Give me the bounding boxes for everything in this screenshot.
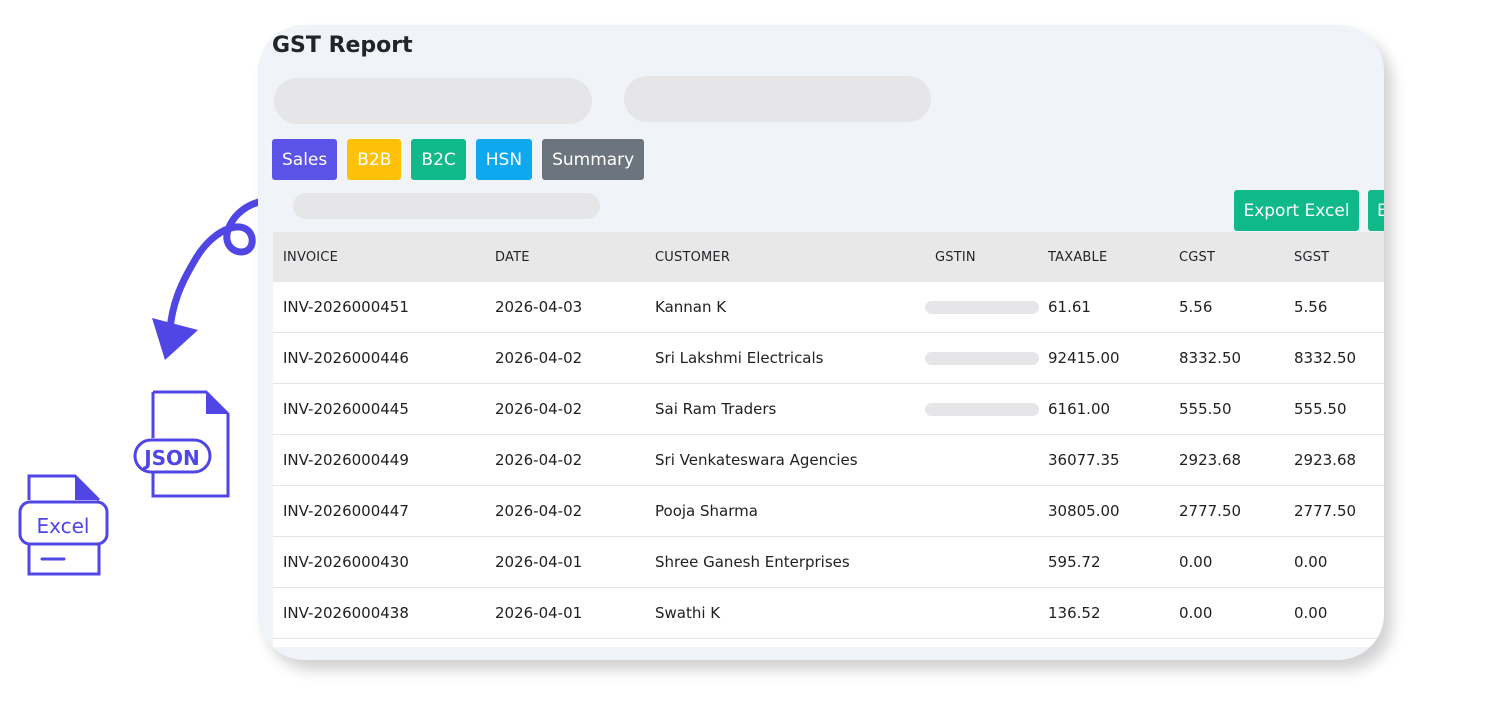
column-header-invoice[interactable]: INVOICE xyxy=(283,249,338,265)
filter-placeholder-1[interactable] xyxy=(274,78,592,124)
cell-gstin xyxy=(925,536,1038,588)
cell-invoice: INV-2026000430 xyxy=(273,536,485,588)
cell-cgst: 0.00 xyxy=(1169,587,1284,639)
cell-gstin xyxy=(925,434,1038,486)
gstin-masked-placeholder xyxy=(925,300,1039,314)
tab-summary[interactable]: Summary xyxy=(542,139,645,180)
cell-cgst: 0.00 xyxy=(1169,536,1284,588)
cell-taxable: 61.61 xyxy=(1038,282,1169,333)
table-row[interactable]: INV-2026000449 2026-04-02 Sri Venkateswa… xyxy=(273,434,1384,486)
cell-taxable: 92415.00 xyxy=(1038,332,1169,384)
cell-taxable: 36077.35 xyxy=(1038,434,1169,486)
table-row[interactable]: INV-2026000446 2026-04-02 Sri Lakshmi El… xyxy=(273,332,1384,384)
cell-sgst: 555.50 xyxy=(1284,383,1384,435)
cell-date: 2026-04-02 xyxy=(485,332,645,384)
tab-sales[interactable]: Sales xyxy=(272,139,338,180)
tab-b2b[interactable]: B2B xyxy=(347,139,402,180)
export-excel-button[interactable]: Export Excel xyxy=(1234,190,1359,231)
export-secondary-button[interactable]: E xyxy=(1368,190,1384,231)
cell-gstin xyxy=(925,383,1039,435)
gstin-masked-placeholder xyxy=(925,351,1039,365)
cell-date: 2026-04-02 xyxy=(485,485,645,537)
gst-table-container: INVOICE DATE CUSTOMER GSTIN TAXABLE CGST… xyxy=(273,232,1384,647)
cell-sgst: 0.00 xyxy=(1284,536,1384,588)
tab-hsn[interactable]: HSN xyxy=(475,139,533,180)
cell-taxable: 30805.00 xyxy=(1038,485,1169,537)
cell-invoice: INV-2026000445 xyxy=(273,383,485,435)
cell-cgst: 2923.68 xyxy=(1169,434,1284,486)
gst-table: INVOICE DATE CUSTOMER GSTIN TAXABLE CGST… xyxy=(273,232,1384,639)
cell-date: 2026-04-01 xyxy=(485,587,645,639)
cell-sgst: 8332.50 xyxy=(1284,332,1384,384)
table-row[interactable]: INV-2026000430 2026-04-01 Shree Ganesh E… xyxy=(273,536,1384,588)
table-row[interactable]: INV-2026000447 2026-04-02 Pooja Sharma 3… xyxy=(273,485,1384,537)
cell-date: 2026-04-03 xyxy=(485,282,645,333)
json-file-icon: JSON xyxy=(133,390,230,498)
cell-date: 2026-04-02 xyxy=(485,434,645,486)
cell-sgst: 0.00 xyxy=(1284,587,1384,639)
cell-customer: Pooja Sharma xyxy=(645,485,925,537)
page-title: GST Report xyxy=(272,33,413,58)
cell-gstin xyxy=(925,332,1039,384)
cell-customer: Kannan K xyxy=(645,282,925,333)
cell-invoice: INV-2026000447 xyxy=(273,485,485,537)
cell-invoice: INV-2026000438 xyxy=(273,587,485,639)
column-header-customer[interactable]: CUSTOMER xyxy=(655,249,731,265)
cell-sgst: 2923.68 xyxy=(1284,434,1384,486)
table-header-row: INVOICE DATE CUSTOMER GSTIN TAXABLE CGST… xyxy=(273,232,1384,282)
cell-date: 2026-04-02 xyxy=(485,383,645,435)
cell-gstin xyxy=(925,485,1038,537)
gstin-masked-placeholder xyxy=(925,402,1039,416)
json-label: JSON xyxy=(142,446,200,470)
table-row[interactable]: INV-2026000438 2026-04-01 Swathi K 136.5… xyxy=(273,587,1384,639)
cell-gstin xyxy=(925,282,1039,333)
cell-customer: Sai Ram Traders xyxy=(645,383,925,435)
tab-b2c[interactable]: B2C xyxy=(411,139,466,180)
cell-taxable: 595.72 xyxy=(1038,536,1169,588)
column-header-sgst[interactable]: SGST xyxy=(1294,249,1330,265)
cell-gstin xyxy=(925,587,1038,639)
excel-label: Excel xyxy=(37,514,90,538)
search-placeholder[interactable] xyxy=(293,193,600,219)
cell-sgst: 2777.50 xyxy=(1284,485,1384,537)
cell-cgst: 5.56 xyxy=(1169,282,1284,333)
filter-placeholder-2[interactable] xyxy=(624,76,931,122)
cell-invoice: INV-2026000446 xyxy=(273,332,485,384)
cell-cgst: 8332.50 xyxy=(1169,332,1284,384)
cell-sgst: 5.56 xyxy=(1284,282,1384,333)
gst-report-window: GST Report Sales B2B B2C HSN Summary Exp… xyxy=(258,25,1384,660)
cell-date: 2026-04-01 xyxy=(485,536,645,588)
report-tabs: Sales B2B B2C HSN Summary xyxy=(272,139,645,180)
cell-taxable: 6161.00 xyxy=(1038,383,1169,435)
column-header-cgst[interactable]: CGST xyxy=(1179,249,1216,265)
cell-customer: Shree Ganesh Enterprises xyxy=(645,536,925,588)
column-header-date[interactable]: DATE xyxy=(495,249,530,265)
table-row[interactable]: INV-2026000451 2026-04-03 Kannan K 61.61… xyxy=(273,282,1384,333)
cell-customer: Sri Venkateswara Agencies xyxy=(645,434,925,486)
cell-taxable: 136.52 xyxy=(1038,587,1169,639)
cell-invoice: INV-2026000451 xyxy=(273,282,485,333)
cell-cgst: 555.50 xyxy=(1169,383,1284,435)
excel-file-icon: Excel xyxy=(18,474,109,576)
cell-invoice: INV-2026000449 xyxy=(273,434,485,486)
cell-customer: Sri Lakshmi Electricals xyxy=(645,332,925,384)
cell-customer: Swathi K xyxy=(645,587,925,639)
table-row[interactable]: INV-2026000445 2026-04-02 Sai Ram Trader… xyxy=(273,383,1384,435)
cell-cgst: 2777.50 xyxy=(1169,485,1284,537)
column-header-gstin[interactable]: GSTIN xyxy=(935,249,976,265)
column-header-taxable[interactable]: TAXABLE xyxy=(1048,249,1108,265)
